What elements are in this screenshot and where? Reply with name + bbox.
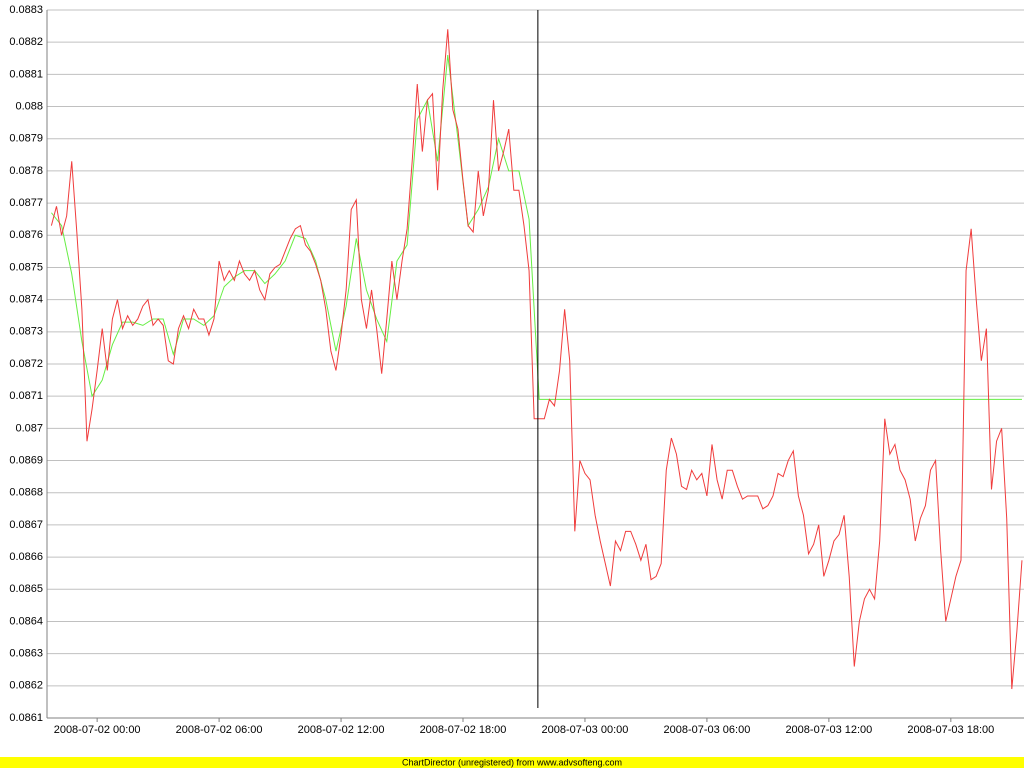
y-tick-label: 0.0864 xyxy=(9,615,43,627)
y-tick-label: 0.0863 xyxy=(9,648,43,660)
y-tick-label: 0.0883 xyxy=(9,4,43,16)
y-tick-label: 0.0861 xyxy=(9,712,43,724)
y-tick-label: 0.0865 xyxy=(9,583,43,595)
x-tick-label: 2008-07-02 18:00 xyxy=(420,724,507,736)
x-tick-label: 2008-07-03 18:00 xyxy=(907,724,994,736)
x-tick-label: 2008-07-03 00:00 xyxy=(542,724,629,736)
y-tick-label: 0.0875 xyxy=(9,261,43,273)
y-tick-label: 0.0879 xyxy=(9,133,43,145)
x-tick-label: 2008-07-03 12:00 xyxy=(785,724,872,736)
y-tick-label: 0.0871 xyxy=(9,390,43,402)
footer-band xyxy=(0,757,1024,768)
y-tick-label: 0.0878 xyxy=(9,165,43,177)
y-tick-label: 0.0872 xyxy=(9,358,43,370)
y-tick-label: 0.0866 xyxy=(9,551,43,563)
y-tick-label: 0.0874 xyxy=(9,294,43,306)
x-tick-label: 2008-07-03 06:00 xyxy=(663,724,750,736)
series-line xyxy=(50,29,1023,690)
y-tick-label: 0.0882 xyxy=(9,36,43,48)
y-tick-label: 0.0877 xyxy=(9,197,43,209)
y-tick-label: 0.087 xyxy=(15,422,43,434)
y-tick-label: 0.0873 xyxy=(9,326,43,338)
y-tick-label: 0.0867 xyxy=(9,519,43,531)
footer-text: ChartDirector (unregistered) from www.ad… xyxy=(402,757,622,767)
y-tick-label: 0.0868 xyxy=(9,487,43,499)
x-tick-label: 2008-07-02 06:00 xyxy=(176,724,263,736)
x-tick-label: 2008-07-02 00:00 xyxy=(54,724,141,736)
y-tick-label: 0.0862 xyxy=(9,680,43,692)
y-tick-label: 0.0876 xyxy=(9,229,43,241)
y-tick-label: 0.088 xyxy=(15,100,43,112)
x-tick-label: 2008-07-02 12:00 xyxy=(298,724,385,736)
y-tick-label: 0.0881 xyxy=(9,68,43,80)
y-tick-label: 0.0869 xyxy=(9,454,43,466)
